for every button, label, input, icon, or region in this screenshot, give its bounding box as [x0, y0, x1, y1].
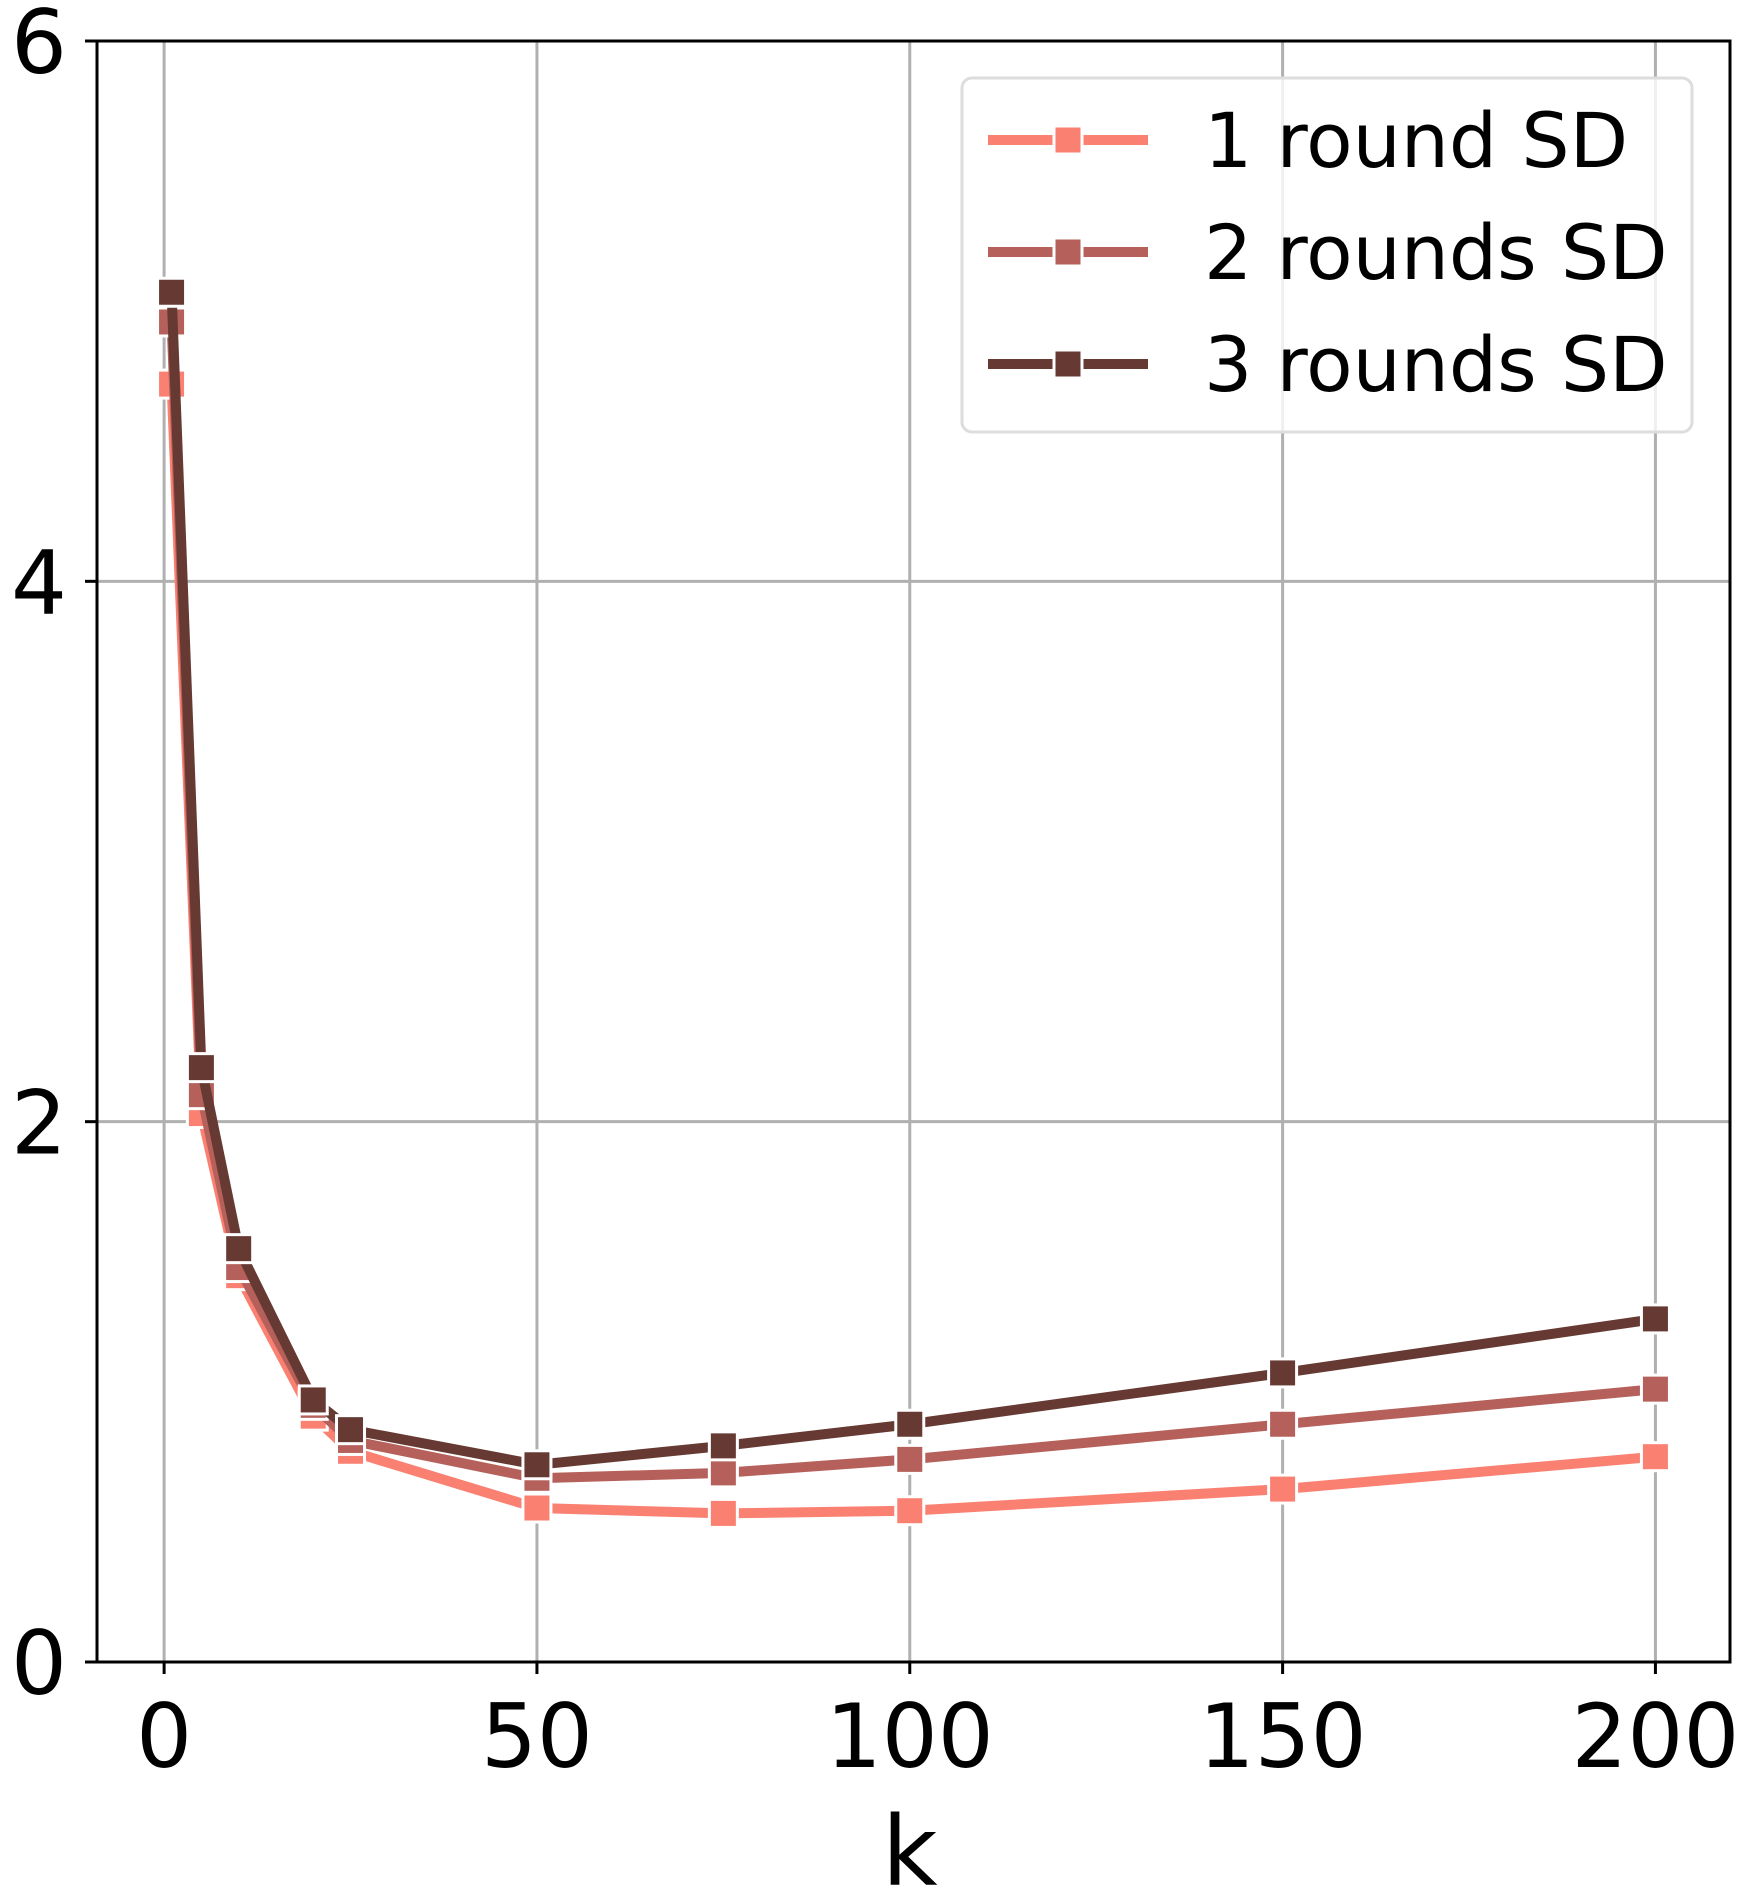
series-2-point: [1267, 1408, 1299, 1440]
legend-entry-label: 2 rounds SD: [1204, 208, 1668, 297]
legend-marker: [1052, 236, 1084, 268]
x-tick-label: 0: [136, 1685, 192, 1788]
y-tick-label: 2: [11, 1072, 67, 1175]
x-axis-label: k: [882, 1796, 938, 1900]
series-3: [156, 276, 1671, 1481]
series-3-point: [156, 276, 188, 308]
series-3-line: [166, 292, 1657, 1470]
series-3-point: [223, 1233, 255, 1265]
legend-marker: [1052, 124, 1084, 156]
series-1-point: [1267, 1473, 1299, 1505]
series-3-point: [335, 1414, 367, 1446]
series-3-point: [185, 1052, 217, 1084]
series-1-point: [521, 1492, 553, 1524]
y-tick-label: 6: [11, 0, 67, 94]
series-3-point: [894, 1408, 926, 1440]
x-tick-label: 50: [481, 1685, 593, 1788]
series-1-point: [707, 1497, 739, 1529]
legend-entry-label: 3 rounds SD: [1204, 320, 1668, 409]
series-3-point: [707, 1430, 739, 1462]
y-tick-label: 0: [11, 1612, 67, 1715]
series-2-point: [707, 1457, 739, 1489]
series-layer: [156, 276, 1671, 1529]
series-1-point: [1639, 1441, 1671, 1473]
legend-marker: [1052, 348, 1084, 380]
series-2-point: [1639, 1373, 1671, 1405]
legend-entry-label: 1 round SD: [1204, 96, 1628, 185]
series-3-point: [521, 1449, 553, 1481]
series-3-point: [1267, 1357, 1299, 1389]
x-tick-label: 100: [826, 1685, 994, 1788]
legend-box: [960, 76, 1694, 434]
y-tick-label: 4: [11, 531, 67, 634]
series-1-point: [894, 1495, 926, 1527]
series-3-point: [297, 1384, 329, 1416]
x-tick-label: 200: [1571, 1685, 1739, 1788]
series-3-point: [1639, 1303, 1671, 1335]
x-tick-label: 150: [1199, 1685, 1367, 1788]
legend: 1 round SD 2 rounds SD 3 rounds SD: [960, 76, 1694, 434]
ticks: 0 50 100 150 200 0 2 4 6: [11, 0, 1739, 1788]
series-2-point: [894, 1443, 926, 1475]
plot-frame: [95, 39, 1732, 1664]
